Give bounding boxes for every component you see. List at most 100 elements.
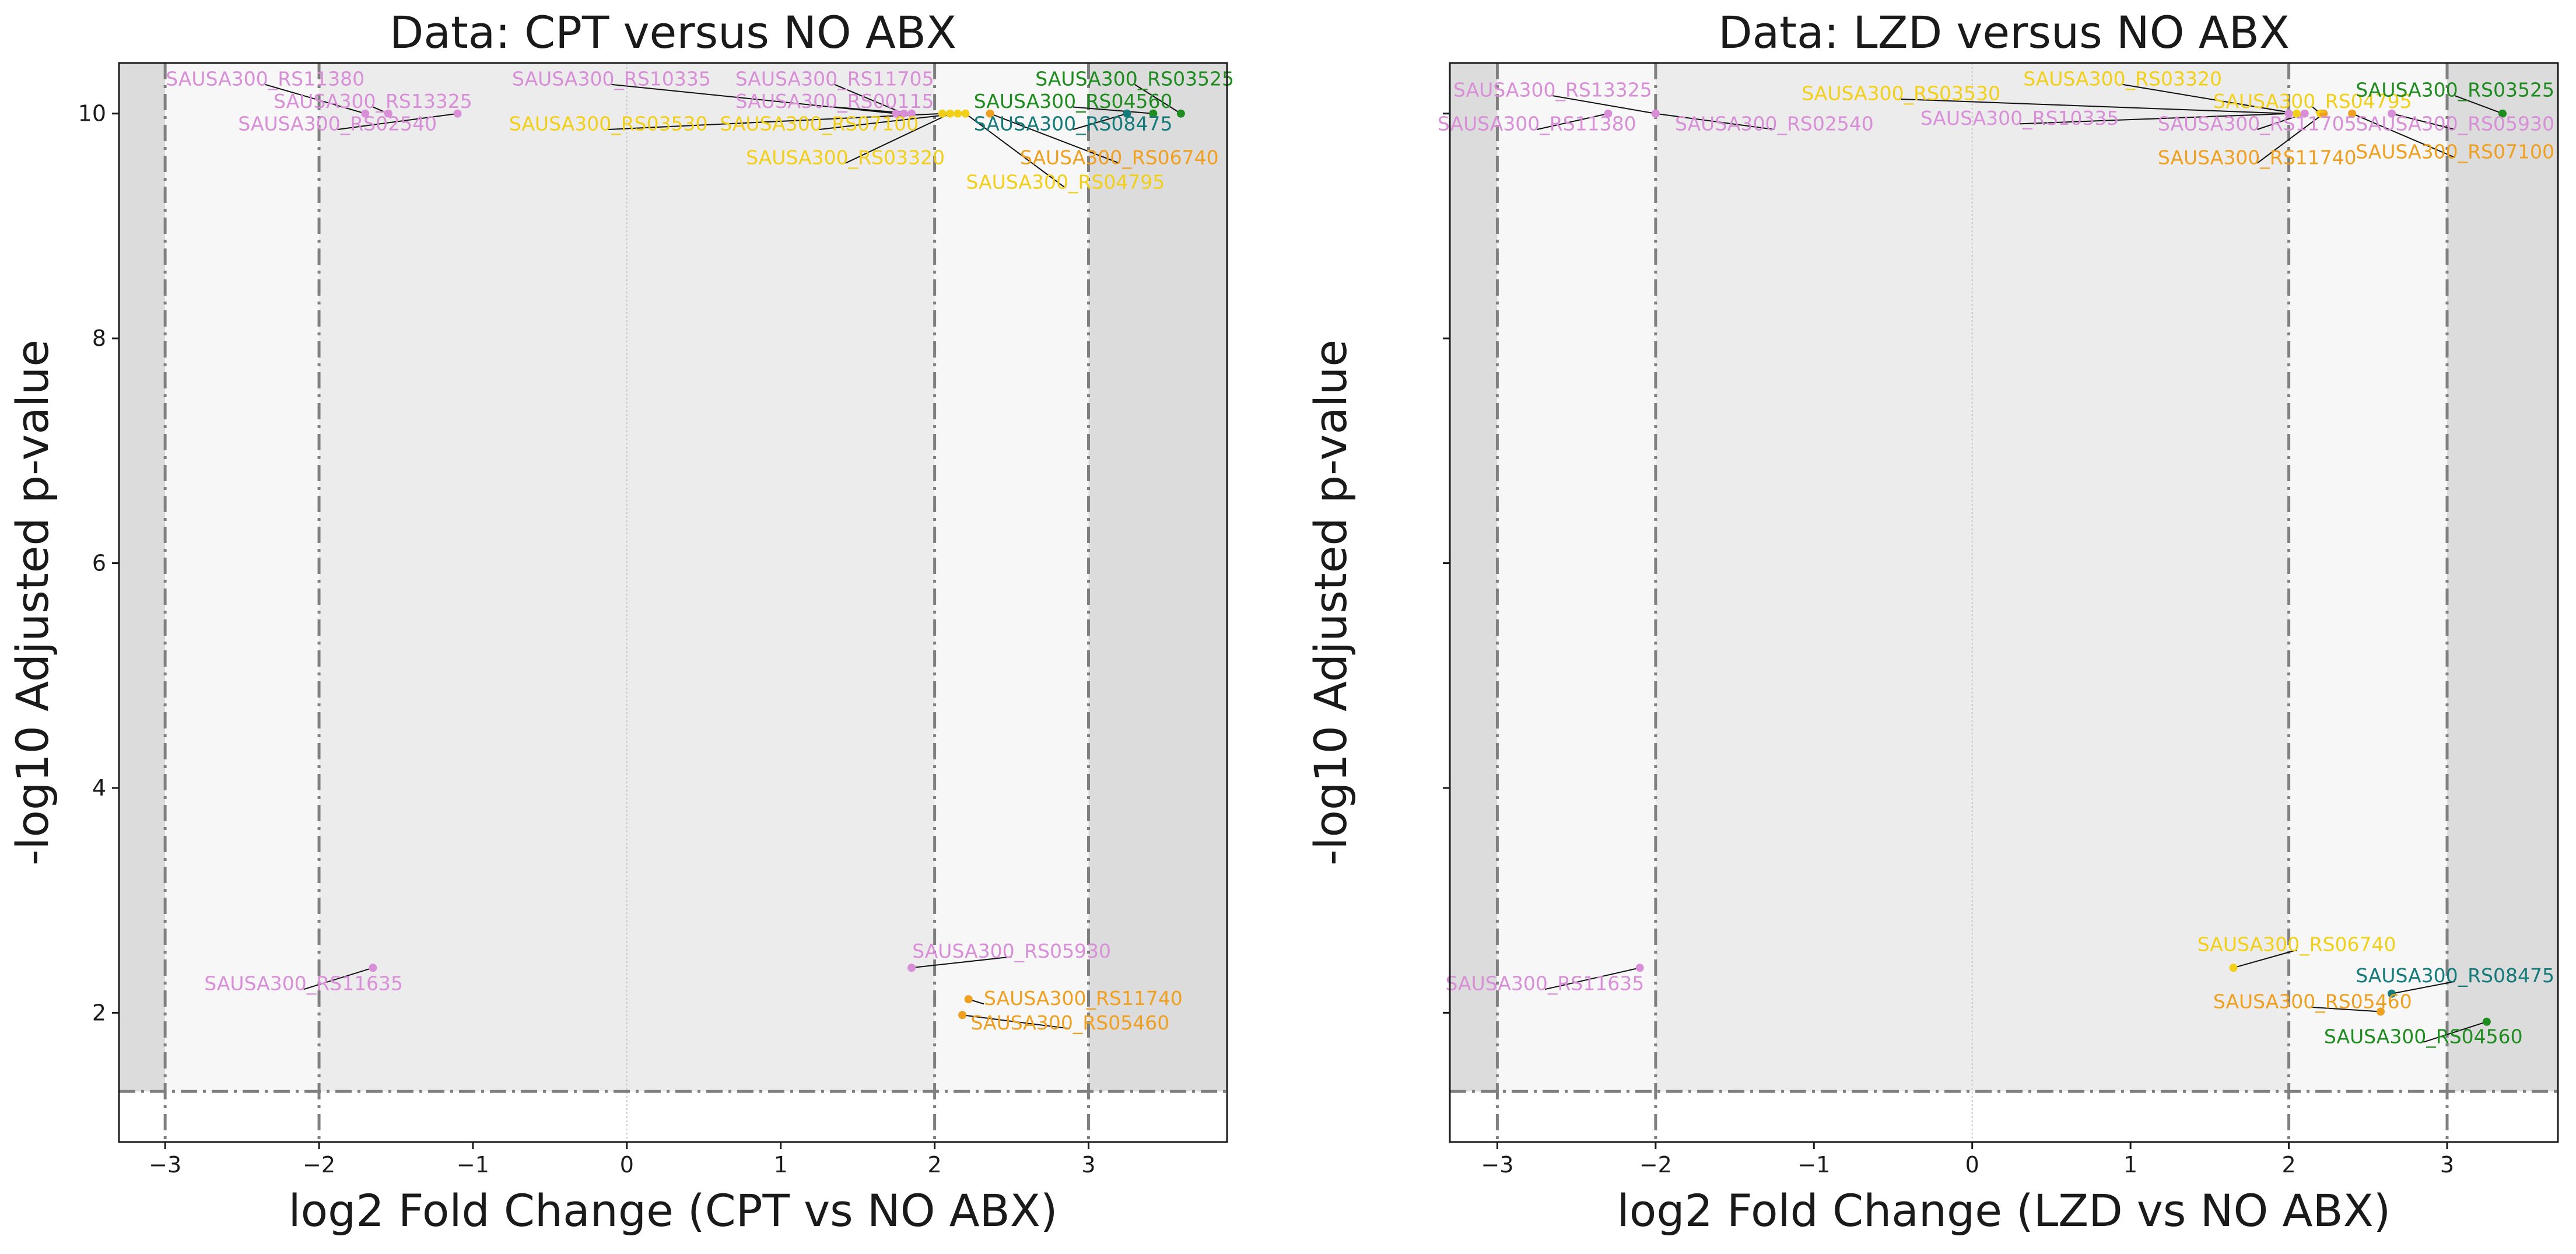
region-outer-right (1088, 63, 1227, 1092)
data-point (899, 109, 908, 118)
chart-title: Data: LZD versus NO ABX (1718, 6, 2290, 58)
gene-label: SAUSA300_RS04795 (2213, 90, 2412, 113)
leader-line (1537, 113, 1608, 130)
data-point (1149, 109, 1158, 118)
gene-label: SAUSA300_RS07100 (720, 112, 919, 135)
y-tick-label: 2 (92, 1000, 106, 1025)
region-mid-right (934, 63, 1089, 1092)
x-tick-label: 2 (928, 1152, 942, 1178)
leader-line (2312, 1007, 2381, 1013)
leader-line (2256, 113, 2324, 164)
leader-line (845, 113, 951, 164)
gene-label: SAUSA300_RS03525 (1035, 67, 1234, 90)
y-axis-label: -log10 Adjusted p-value (6, 339, 58, 866)
gene-label: SAUSA300_RS05930 (912, 940, 1111, 962)
gene-label: SAUSA300_RS05930 (2356, 112, 2554, 135)
gene-label: SAUSA300_RS08475 (2356, 964, 2554, 987)
y-tick-label: 10 (78, 101, 106, 127)
y-tick-label: 8 (92, 325, 106, 351)
leader-line (1544, 967, 1640, 990)
gene-label: SAUSA300_RS05460 (2213, 990, 2412, 1013)
leader-line (2233, 949, 2297, 969)
gene-label: SAUSA300_RS04560 (974, 90, 1173, 113)
data-point (2229, 964, 2238, 972)
volcano-plot-lzd: SAUSA300_RS13325 SAUSA300_RS11380 SAUSA300… (1288, 0, 2576, 1254)
y-axis-label: -log10 Adjusted p-value (1305, 339, 1357, 866)
volcano-plot-lzd-svg: SAUSA300_RS13325 SAUSA300_RS11380 SAUSA300… (1305, 6, 2559, 1237)
x-axis-label: log2 Fold Change (CPT vs NO ABX) (288, 1185, 1057, 1237)
region-outer-left (1450, 63, 1498, 1092)
gene-label: SAUSA300_RS03320 (2023, 67, 2222, 90)
region-outer-left (119, 63, 166, 1092)
data-point (961, 109, 970, 118)
data-point (954, 109, 962, 118)
region-mid-left (165, 63, 320, 1092)
data-point (958, 1011, 967, 1020)
x-tick-label: −3 (149, 1152, 181, 1178)
leader-line (265, 83, 366, 114)
x-tick-label: 2 (2281, 1152, 2295, 1178)
gene-label: SAUSA300_RS10335 (512, 67, 711, 90)
gene-label: SAUSA300_RS10335 (1920, 107, 2119, 129)
plot-frame (1449, 62, 2559, 1143)
data-point (938, 109, 947, 118)
leader-line (1901, 98, 2289, 114)
plot-frame (118, 62, 1228, 1143)
data-point (1635, 964, 1644, 972)
data-point (2348, 109, 2357, 118)
data-point (907, 109, 916, 118)
leader-line (1073, 113, 1127, 130)
data-point (1651, 109, 1660, 118)
gene-label: SAUSA300_RS03530 (1802, 82, 2000, 104)
chart-title: Data: CPT versus NO ABX (390, 6, 956, 58)
leader-line (2122, 83, 2297, 114)
data-point (964, 995, 973, 1004)
region-inner (1655, 63, 2289, 1092)
gene-label: SAUSA300_RS11705 (2158, 112, 2357, 135)
data-point (986, 109, 994, 118)
data-point (1604, 109, 1613, 118)
leader-line (990, 113, 1120, 164)
data-point (369, 964, 377, 972)
x-tick-label: −1 (1797, 1152, 1830, 1178)
x-tick-label: 3 (2440, 1152, 2454, 1178)
leader-line (2020, 113, 2289, 125)
data-point (2377, 1007, 2385, 1016)
x-tick-label: 3 (1081, 1152, 1095, 1178)
leader-line (2455, 95, 2503, 114)
gene-label: SAUSA300_RS07100 (2356, 141, 2554, 163)
leader-line (911, 956, 1012, 969)
data-point (1176, 109, 1185, 118)
leader-line (965, 113, 1066, 189)
region-inner (319, 63, 935, 1092)
data-point (453, 109, 462, 118)
leader-line (1073, 106, 1154, 114)
leader-line (1655, 113, 1775, 130)
leader-line (834, 83, 905, 114)
gene-label: SAUSA300_RS06740 (1020, 146, 1219, 169)
x-axis-label: log2 Fold Change (LZD vs NO ABX) (1617, 1185, 2391, 1237)
gene-label: SAUSA300_RS00115 (735, 90, 934, 113)
data-point (2388, 989, 2396, 998)
gene-label: SAUSA300_RS02540 (1675, 112, 1874, 135)
region-outer-right (2447, 63, 2558, 1092)
gene-label: SAUSA300_RS05460 (970, 1011, 1169, 1034)
x-tick-label: −2 (303, 1152, 335, 1178)
data-point (1123, 109, 1131, 118)
data-point (361, 109, 370, 118)
data-point (946, 109, 954, 118)
leader-line (2391, 113, 2455, 130)
leader-line (1552, 95, 1656, 114)
data-point (384, 109, 392, 118)
data-point (2293, 109, 2301, 118)
gene-label: SAUSA300_RS06740 (2198, 933, 2396, 955)
volcano-plot-cpt-svg: SAUSA300_RS11380SAUSA300_RS13325SAUSA300… (6, 6, 1234, 1237)
x-tick-label: 1 (774, 1152, 788, 1178)
leader-line (608, 113, 942, 130)
gene-label: SAUSA300_RS11705 (735, 67, 934, 90)
gene-label: SAUSA300_RS03525 (2356, 79, 2554, 101)
gene-label: SAUSA300_RS03530 (509, 112, 708, 135)
y-tick-label: 6 (92, 551, 106, 576)
gene-label: SAUSA300_RS02540 (238, 112, 437, 135)
gene-label: SAUSA300_RS11635 (204, 972, 403, 995)
